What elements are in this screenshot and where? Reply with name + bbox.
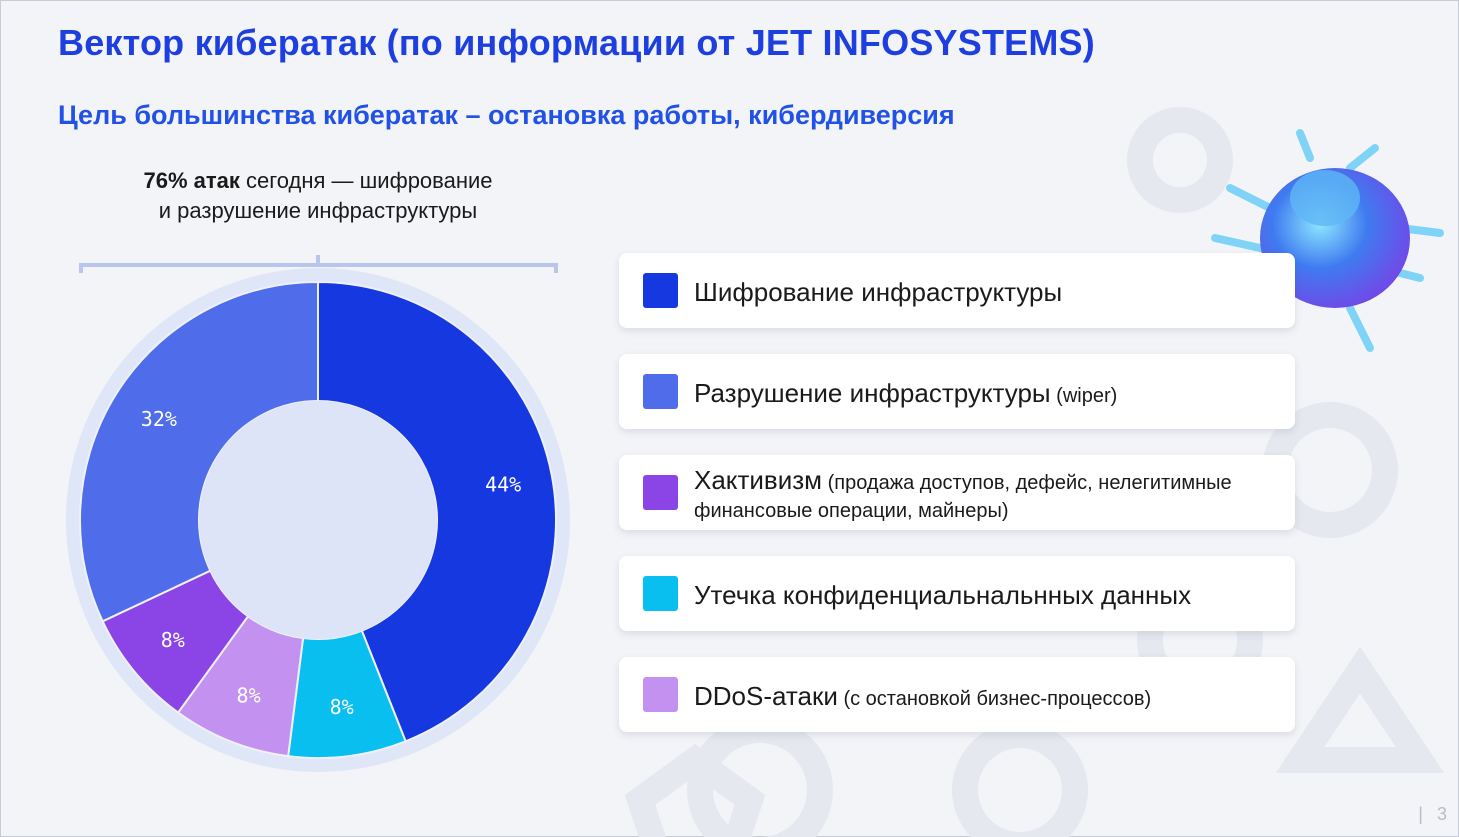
data-label-ddos: 8% xyxy=(237,683,261,707)
legend-label: Утечка конфиденциальнальнных данных xyxy=(694,580,1192,610)
legend-label: Шифрование инфраструктуры xyxy=(694,277,1063,307)
legend-item-encryption: Шифрование инфраструктуры xyxy=(619,253,1295,328)
callout-rest: сегодня — шифрование xyxy=(239,168,493,193)
data-label-wiper: 32% xyxy=(141,407,177,431)
legend-note: (wiper) xyxy=(1050,385,1118,407)
bracket-line xyxy=(79,255,558,273)
callout-bold: 76% атак xyxy=(143,168,240,193)
legend-swatch xyxy=(643,475,678,510)
callout-text: 76% атак сегодня — шифрование и разрушен… xyxy=(80,166,556,226)
legend-swatch xyxy=(643,273,678,308)
legend-note: (продажа доступов, дефейс, нелегитимные … xyxy=(694,472,1232,522)
legend-item-hacktivism: Хактивизм (продажа доступов, дефейс, нел… xyxy=(619,455,1295,530)
slide-subtitle: Цель большинства кибератак – остановка р… xyxy=(58,100,955,130)
donut-slices xyxy=(79,280,557,759)
legend-swatch xyxy=(643,576,678,611)
donut-hole xyxy=(199,401,437,639)
callout-line2: и разрушение инфраструктуры xyxy=(158,198,478,223)
legend-swatch xyxy=(643,374,678,409)
bug-icon xyxy=(1211,129,1444,352)
data-label-leak: 8% xyxy=(330,695,354,719)
legend-item-leak: Утечка конфиденциальнальнных данных xyxy=(619,556,1295,631)
data-label-encryption: 44% xyxy=(485,473,521,497)
donut-chart: 44% 8% 8% 8% 32% xyxy=(66,255,570,772)
legend-swatch xyxy=(643,677,678,712)
slide-title: Вектор кибератак (по информации от JET I… xyxy=(58,22,1095,63)
legend-item-ddos: DDoS-атаки (с остановкой бизнес-процессо… xyxy=(619,657,1295,732)
legend-label: Хактивизм xyxy=(694,465,823,495)
legend-label: Разрушение инфраструктуры xyxy=(694,378,1051,408)
donut-labels: 44% 8% 8% 8% 32% xyxy=(141,407,521,719)
data-label-hacktivism: 8% xyxy=(161,628,185,652)
legend-item-wiper: Разрушение инфраструктуры (wiper) xyxy=(619,354,1295,429)
page-number: | 3 xyxy=(1418,804,1447,824)
legend-label: DDoS-атаки xyxy=(694,681,838,711)
legend-note: (с остановкой бизнес-процессов) xyxy=(837,688,1152,710)
